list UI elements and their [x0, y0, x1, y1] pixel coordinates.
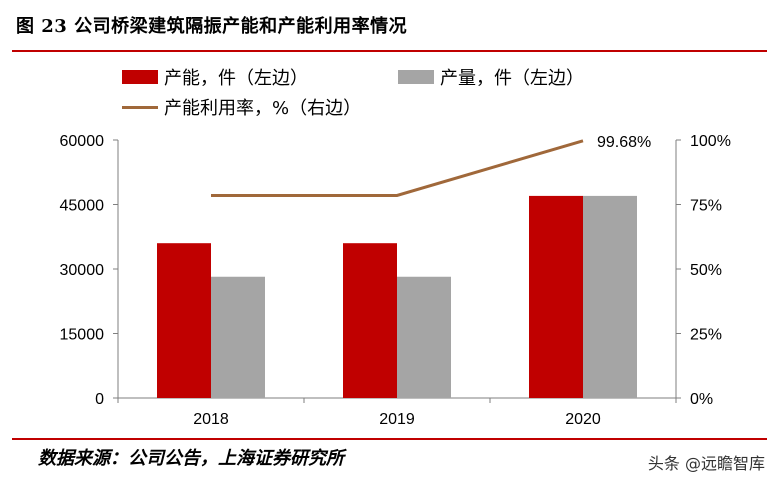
y-tick-label-right: 75%	[690, 198, 722, 215]
bar-capacity	[157, 243, 211, 398]
y-tick-label-left: 0	[95, 391, 104, 408]
legend-swatch-output	[398, 70, 434, 84]
source-divider	[12, 438, 767, 440]
line-utilization	[211, 139, 584, 197]
legend-item-capacity: 产能，件（左边）	[122, 64, 308, 90]
legend-label-utilization: 产能利用率，%（右边）	[164, 98, 362, 119]
bar-output	[583, 195, 637, 398]
y-tick-label-right: 0%	[690, 391, 713, 408]
title-divider	[12, 50, 767, 52]
legend-item-utilization: 产能利用率，%（右边）	[122, 94, 361, 120]
legend: 产能，件（左边） 产量，件（左边） 产能利用率，%（右边）	[0, 0, 779, 130]
y-tick-label-right: 25%	[690, 327, 722, 344]
y-tick-label-left: 15000	[60, 327, 105, 344]
chart-title: 图 23 公司桥梁建筑隔振产能和产能利用率情况	[16, 16, 408, 37]
x-tick-label: 2020	[565, 411, 601, 428]
legend-label-capacity: 产能，件（左边）	[164, 68, 308, 89]
x-tick-label: 2019	[379, 411, 415, 428]
legend-swatch-capacity	[122, 70, 158, 84]
y-tick-label-right: 100%	[690, 133, 731, 150]
bar-capacity	[529, 195, 583, 398]
bar-output	[211, 276, 265, 398]
source-note: 数据来源：公司公告，上海证券研究所	[38, 448, 344, 469]
legend-label-output: 产量，件（左边）	[440, 68, 584, 89]
x-tick-label: 2018	[193, 411, 229, 428]
data-label-utilization: 99.68%	[597, 134, 651, 151]
legend-item-output: 产量，件（左边）	[398, 64, 584, 90]
y-tick-label-left: 30000	[60, 262, 105, 279]
watermark: 头条 @远瞻智库	[647, 454, 765, 473]
y-tick-label-left: 60000	[60, 133, 105, 150]
y-tick-label-right: 50%	[690, 262, 722, 279]
bar-capacity	[343, 243, 397, 398]
y-tick-label-left: 45000	[60, 198, 105, 215]
legend-swatch-utilization	[122, 105, 158, 109]
bar-output	[397, 276, 451, 398]
